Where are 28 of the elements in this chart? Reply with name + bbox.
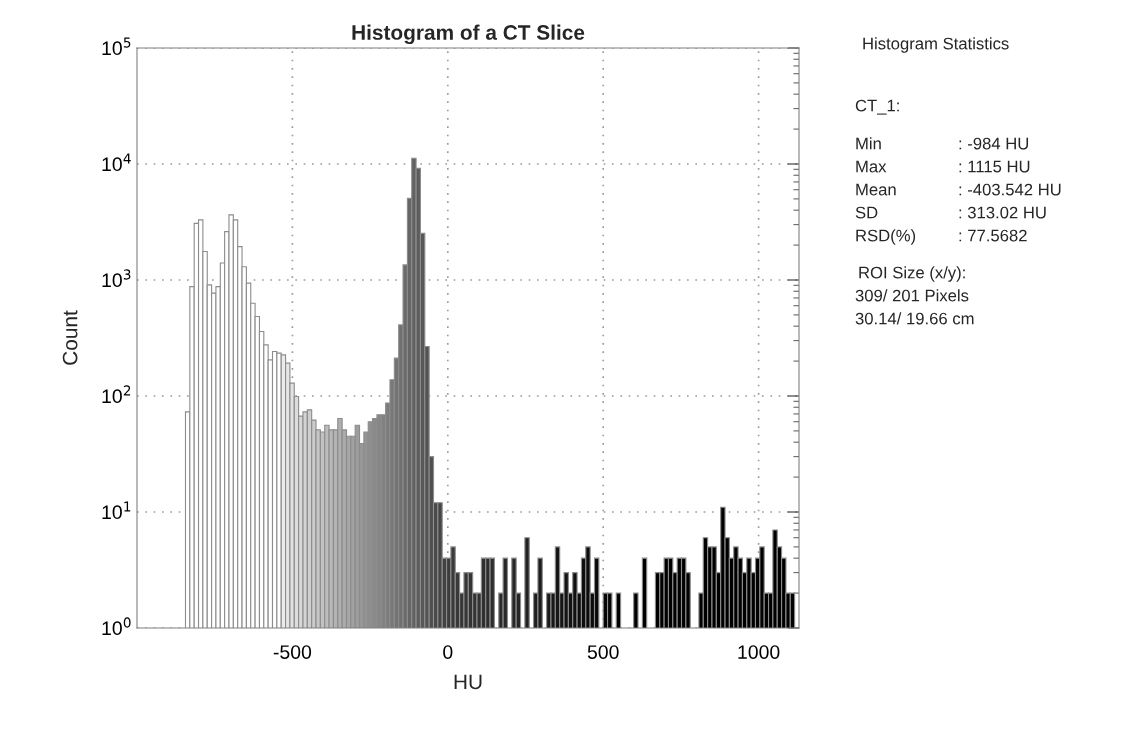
text: 30.14/ 19.66 cm — [855, 312, 974, 325]
x-tick-label: -500 — [273, 645, 312, 659]
text: RSD(%) — [856, 229, 916, 245]
text: 309/ 201 Pixels — [855, 289, 969, 302]
text: CT_1: — [855, 99, 899, 115]
y-axis-title: Count — [62, 310, 78, 365]
text: Min — [856, 137, 881, 150]
chart-title: Histogram of a CT Slice — [352, 24, 585, 45]
text: Max — [856, 160, 887, 173]
y-tick-label: 10$^{1}$ — [102, 501, 131, 520]
y-tick-label: 10$^{4}$ — [102, 153, 131, 172]
y-tick-label: 10$^{0}$ — [102, 617, 131, 636]
text: ROI Size (x/y): — [859, 266, 965, 282]
text: : 1115 HU — [959, 160, 1030, 173]
text: : 313.02 HU — [959, 206, 1046, 219]
text: Mean — [856, 183, 896, 196]
x-tick-label: 0 — [443, 645, 453, 659]
text: SD — [855, 206, 878, 219]
text: Histogram Statistics — [863, 37, 1009, 53]
y-tick-label: 10$^{3}$ — [102, 269, 131, 288]
text: : -403.542 HU — [959, 183, 1061, 196]
x-tick-label: 1000 — [738, 645, 780, 659]
x-tick-label: 500 — [587, 645, 619, 659]
text: : 77.5682 — [959, 229, 1027, 242]
x-axis-title: HU — [454, 674, 482, 690]
text: : -984 HU — [959, 137, 1029, 150]
y-tick-label: 10$^{5}$ — [102, 37, 131, 56]
y-tick-label: 10$^{2}$ — [102, 385, 131, 404]
